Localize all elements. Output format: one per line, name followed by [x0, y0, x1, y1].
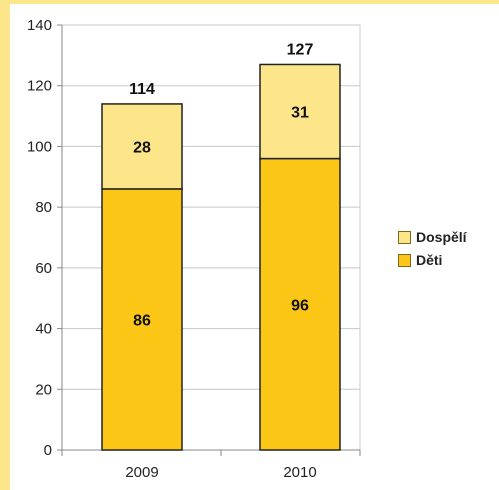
total-label-2009: 114 [129, 81, 155, 98]
data-label-children-2009: 86 [133, 312, 151, 329]
data-label-children-2010: 96 [291, 297, 309, 314]
left-border-strip [0, 0, 10, 490]
legend-swatch-adults [398, 230, 411, 244]
y-tick-label-0: 0 [44, 442, 52, 459]
y-tick-label-20: 20 [35, 381, 52, 398]
bar-adults-2010 [259, 63, 341, 160]
y-tick-label-100: 100 [27, 138, 52, 155]
y-tick-label-80: 80 [35, 199, 52, 216]
data-label-adults-2010: 31 [291, 105, 309, 122]
top-border-strip [0, 0, 499, 4]
total-label-2010: 127 [287, 41, 314, 58]
bar-adults-2009 [101, 103, 183, 190]
y-tick-label-40: 40 [35, 321, 52, 338]
legend: Dospělí Děti [398, 227, 467, 273]
legend-swatch-children [398, 253, 411, 267]
legend-label-adults: Dospělí [416, 229, 467, 245]
legend-item-adults: Dospělí [398, 227, 467, 247]
legend-item-children: Děti [398, 250, 467, 270]
y-tick-label-60: 60 [35, 260, 52, 277]
bar-children-2010 [259, 157, 341, 451]
data-label-adults-2009: 28 [133, 139, 151, 156]
y-tick-label-120: 120 [27, 78, 52, 95]
legend-label-children: Děti [416, 252, 443, 268]
x-tick-label-2009: 2009 [125, 464, 158, 481]
x-tick-label-2010: 2010 [283, 464, 316, 481]
y-tick-label-140: 140 [27, 17, 52, 34]
